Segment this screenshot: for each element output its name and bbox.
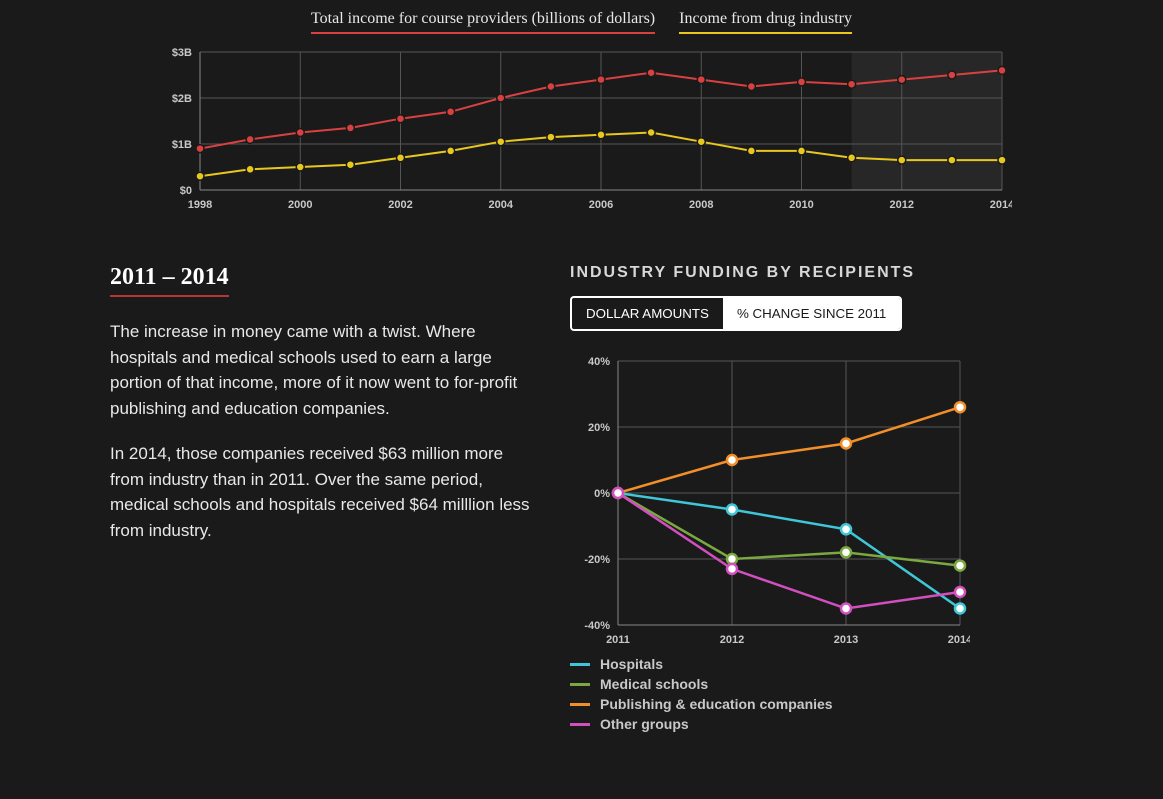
toggle-pct-change[interactable]: % CHANGE SINCE 2011: [723, 298, 900, 329]
body-paragraph-1: The increase in money came with a twist.…: [110, 319, 530, 421]
svg-text:$2B: $2B: [171, 93, 191, 105]
top-chart-legend: Total income for course providers (billi…: [30, 10, 1133, 34]
recipients-line-chart: -40% -20% 0% 20% 40% 2011 2012 2013 2014: [570, 351, 970, 651]
legend-swatch: [570, 663, 590, 666]
legend-label: Medical schools: [600, 676, 708, 692]
legend-total-income-label: Total income for course providers (billi…: [311, 10, 655, 27]
chart-toggle: DOLLAR AMOUNTS % CHANGE SINCE 2011: [570, 296, 902, 331]
toggle-dollar-amounts[interactable]: DOLLAR AMOUNTS: [572, 298, 723, 329]
svg-text:-20%: -20%: [584, 554, 610, 566]
svg-text:2008: 2008: [689, 199, 713, 211]
body-paragraph-2: In 2014, those companies received $63 mi…: [110, 441, 530, 543]
legend-drug-industry-label: Income from drug industry: [679, 10, 852, 27]
period-heading: 2011 – 2014: [110, 264, 229, 297]
svg-text:0%: 0%: [594, 488, 610, 500]
svg-text:2002: 2002: [388, 199, 412, 211]
legend-swatch: [570, 683, 590, 686]
svg-text:$3B: $3B: [171, 47, 191, 59]
legend-item: Publishing & education companies: [570, 696, 1053, 712]
svg-text:40%: 40%: [588, 356, 610, 368]
svg-text:2010: 2010: [789, 199, 813, 211]
recipients-chart-column: INDUSTRY FUNDING BY RECIPIENTS DOLLAR AM…: [570, 264, 1053, 736]
svg-text:20%: 20%: [588, 422, 610, 434]
top-line-chart: $0 $1B $2B $3B 1998 2000 2002 2004 2006 2008 2010 2…: [152, 46, 1012, 216]
legend-label: Hospitals: [600, 656, 663, 672]
legend-total-income[interactable]: Total income for course providers (billi…: [311, 10, 655, 34]
text-column: 2011 – 2014 The increase in money came w…: [110, 264, 530, 736]
legend-label: Publishing & education companies: [600, 696, 833, 712]
legend-label: Other groups: [600, 716, 689, 732]
legend-swatch: [570, 723, 590, 726]
svg-text:2004: 2004: [488, 199, 513, 211]
legend-swatch: [570, 703, 590, 706]
recipients-legend: Hospitals Medical schools Publishing & edu…: [570, 656, 1053, 732]
svg-text:1998: 1998: [187, 199, 211, 211]
svg-text:$0: $0: [179, 185, 191, 197]
svg-text:2006: 2006: [588, 199, 612, 211]
svg-text:2013: 2013: [834, 634, 858, 646]
svg-text:2012: 2012: [889, 199, 913, 211]
svg-text:$1B: $1B: [171, 139, 191, 151]
svg-text:-40%: -40%: [584, 620, 610, 632]
svg-text:2014: 2014: [948, 634, 970, 646]
svg-text:2012: 2012: [720, 634, 744, 646]
svg-text:2011: 2011: [606, 634, 630, 646]
legend-drug-industry[interactable]: Income from drug industry: [679, 10, 852, 34]
svg-text:2014: 2014: [989, 199, 1011, 211]
legend-item: Hospitals: [570, 656, 1053, 672]
legend-item: Medical schools: [570, 676, 1053, 692]
legend-item: Other groups: [570, 716, 1053, 732]
recipients-chart-title: INDUSTRY FUNDING BY RECIPIENTS: [570, 264, 1053, 282]
svg-text:2000: 2000: [288, 199, 312, 211]
